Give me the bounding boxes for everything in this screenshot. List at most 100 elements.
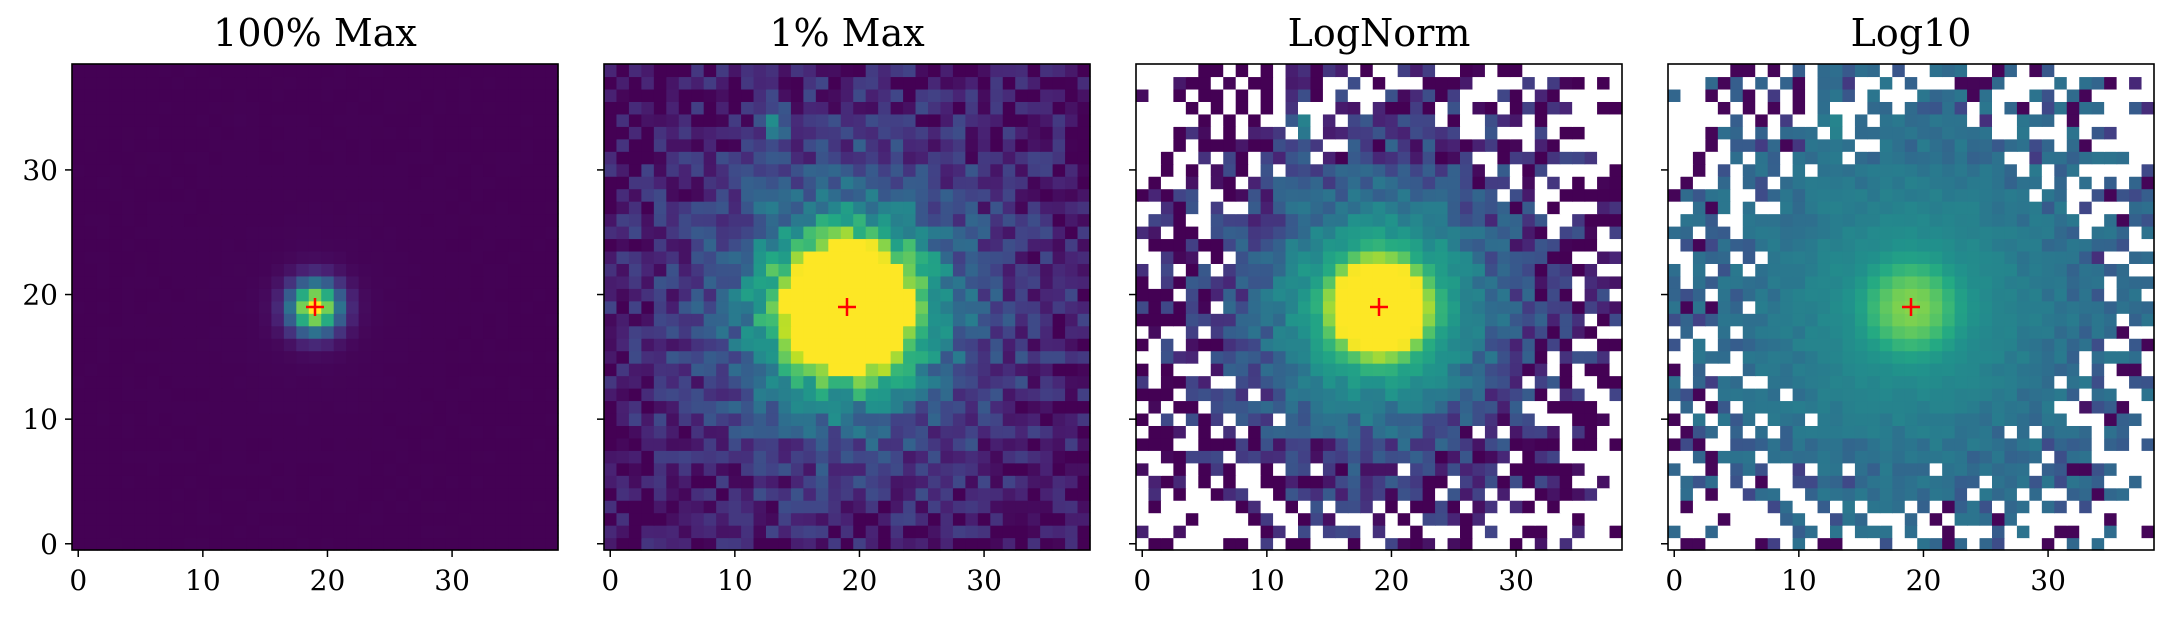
heatmap-cell bbox=[1559, 450, 1573, 464]
heatmap-cell bbox=[691, 201, 705, 215]
heatmap-cell bbox=[1310, 338, 1324, 352]
heatmap-cell bbox=[1609, 475, 1623, 489]
heatmap-cell bbox=[1522, 500, 1536, 514]
heatmap-cell bbox=[358, 64, 372, 78]
heatmap-cell bbox=[1185, 400, 1199, 414]
heatmap-cell bbox=[109, 462, 123, 476]
heatmap-cell bbox=[790, 88, 804, 102]
heatmap-cell bbox=[1435, 313, 1449, 327]
heatmap-cell bbox=[1609, 188, 1623, 202]
heatmap-cell bbox=[604, 512, 618, 526]
heatmap-cell bbox=[1447, 338, 1461, 352]
heatmap-cell bbox=[878, 338, 892, 352]
heatmap-cell bbox=[1942, 450, 1956, 464]
heatmap-cell bbox=[184, 350, 198, 364]
heatmap-cell bbox=[470, 188, 484, 202]
heatmap-cell bbox=[2004, 487, 2018, 501]
heatmap-cell bbox=[952, 163, 966, 177]
heatmap-cell bbox=[1260, 462, 1274, 476]
heatmap-cell bbox=[1397, 437, 1411, 451]
heatmap-cell bbox=[1322, 425, 1336, 439]
heatmap-cell bbox=[1609, 462, 1623, 476]
heatmap-cell bbox=[666, 313, 680, 327]
heatmap-cell bbox=[159, 163, 173, 177]
heatmap-cell bbox=[1185, 425, 1199, 439]
heatmap-cell bbox=[96, 462, 110, 476]
heatmap-cell bbox=[508, 275, 522, 289]
heatmap-cell bbox=[1484, 64, 1498, 78]
heatmap-cell bbox=[321, 462, 335, 476]
heatmap-cell bbox=[890, 226, 904, 240]
heatmap-cell bbox=[641, 201, 655, 215]
heatmap-cell bbox=[545, 213, 559, 227]
heatmap-cell bbox=[1609, 363, 1623, 377]
heatmap-cell bbox=[766, 126, 780, 140]
heatmap-cell bbox=[865, 537, 879, 551]
heatmap-cell bbox=[1335, 176, 1349, 190]
heatmap-cell bbox=[134, 113, 148, 127]
heatmap-cell bbox=[1979, 475, 1993, 489]
heatmap-cell bbox=[1347, 350, 1361, 364]
heatmap-cell bbox=[1285, 537, 1299, 551]
heatmap-cell bbox=[691, 126, 705, 140]
heatmap-cell bbox=[1210, 76, 1224, 90]
heatmap-cell bbox=[246, 437, 260, 451]
heatmap-cell bbox=[890, 88, 904, 102]
heatmap-cell bbox=[1397, 76, 1411, 90]
heatmap-cell bbox=[445, 300, 459, 314]
heatmap-cell bbox=[171, 537, 185, 551]
heatmap-cell bbox=[1248, 188, 1262, 202]
heatmap-cell bbox=[691, 350, 705, 364]
heatmap-cell bbox=[940, 350, 954, 364]
heatmap-cell bbox=[1584, 226, 1598, 240]
heatmap-cell bbox=[246, 537, 260, 551]
heatmap-cell bbox=[1460, 487, 1474, 501]
heatmap-cell bbox=[396, 163, 410, 177]
heatmap-cell bbox=[396, 188, 410, 202]
heatmap-cell bbox=[371, 325, 385, 339]
heatmap-cell bbox=[1285, 288, 1299, 302]
heatmap-cell bbox=[1285, 350, 1299, 364]
heatmap-cell bbox=[790, 151, 804, 165]
heatmap-cell bbox=[728, 300, 742, 314]
heatmap-cell bbox=[1065, 188, 1079, 202]
heatmap-cell bbox=[1223, 263, 1237, 277]
heatmap-cell bbox=[815, 250, 829, 264]
heatmap-cell bbox=[653, 525, 667, 539]
heatmap-cell bbox=[1397, 487, 1411, 501]
heatmap-cell bbox=[1597, 350, 1611, 364]
heatmap-cell bbox=[508, 475, 522, 489]
heatmap-cell bbox=[977, 437, 991, 451]
heatmap-cell bbox=[408, 101, 422, 115]
heatmap-cell bbox=[483, 113, 497, 127]
heatmap-cell bbox=[716, 450, 730, 464]
heatmap-cell bbox=[728, 126, 742, 140]
heatmap-cell bbox=[1967, 500, 1981, 514]
heatmap-cell bbox=[1572, 412, 1586, 426]
heatmap-cell bbox=[703, 363, 717, 377]
heatmap-cell bbox=[1385, 176, 1399, 190]
heatmap-cell bbox=[1223, 437, 1237, 451]
heatmap-cell bbox=[246, 88, 260, 102]
heatmap-cell bbox=[865, 338, 879, 352]
heatmap-cell bbox=[1260, 64, 1274, 78]
heatmap-cell bbox=[1273, 126, 1287, 140]
heatmap-cell bbox=[371, 537, 385, 551]
heatmap-cell bbox=[1015, 412, 1029, 426]
heatmap-cell bbox=[1435, 325, 1449, 339]
heatmap-cell bbox=[1547, 213, 1561, 227]
heatmap-cell bbox=[520, 213, 534, 227]
heatmap-cell bbox=[533, 350, 547, 364]
heatmap-cell bbox=[678, 425, 692, 439]
heatmap-cell bbox=[470, 437, 484, 451]
heatmap-cell bbox=[940, 325, 954, 339]
heatmap-cell bbox=[109, 475, 123, 489]
heatmap-cell bbox=[109, 400, 123, 414]
heatmap-cell bbox=[766, 462, 780, 476]
heatmap-cell bbox=[1917, 500, 1931, 514]
heatmap-cell bbox=[1929, 475, 1943, 489]
heatmap-cell bbox=[134, 512, 148, 526]
heatmap-cell bbox=[72, 213, 86, 227]
heatmap-cell bbox=[803, 500, 817, 514]
heatmap-cell bbox=[815, 325, 829, 339]
